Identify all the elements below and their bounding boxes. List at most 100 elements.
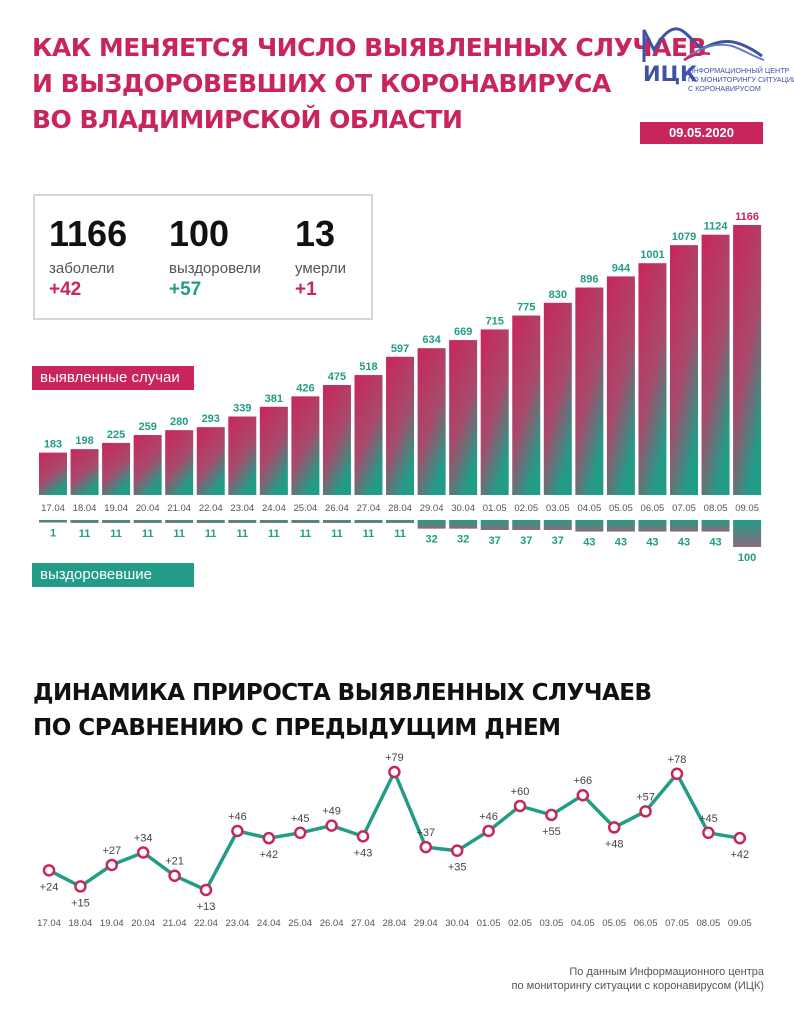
data-label: +35 xyxy=(448,862,467,874)
case-bar xyxy=(354,375,383,495)
recovered-value-label: 37 xyxy=(489,535,501,547)
recovered-value-label: 11 xyxy=(205,528,217,540)
data-point xyxy=(670,767,684,781)
recovered-bar xyxy=(165,520,194,523)
case-bar xyxy=(606,276,635,495)
logo-description-line: ПО МОНИТОРИНГУ СИТУАЦИИ xyxy=(688,75,794,84)
x-tick-label: 19.04 xyxy=(104,503,128,514)
case-bar xyxy=(259,406,288,495)
recovered-value-label: 37 xyxy=(552,535,564,547)
case-bar xyxy=(39,452,67,495)
stat-value: 100 xyxy=(169,213,230,254)
title-line: КАК МЕНЯЕТСЯ ЧИСЛО ВЫЯВЛЕННЫХ СЛУЧАЕВ xyxy=(32,33,707,62)
stat-delta: +57 xyxy=(169,279,202,300)
stat-value: 13 xyxy=(295,213,336,254)
data-label: +42 xyxy=(259,849,278,861)
x-tick-label: 19.04 xyxy=(100,918,124,929)
series-line xyxy=(48,770,741,892)
recovered-bar xyxy=(701,520,730,532)
case-bar xyxy=(733,225,762,495)
data-label: +79 xyxy=(385,752,404,764)
data-point xyxy=(105,858,119,872)
stat-label: выздоровели xyxy=(169,260,261,277)
stat-delta: +1 xyxy=(295,279,317,300)
data-point xyxy=(733,831,747,845)
case-bar xyxy=(165,430,194,495)
data-point xyxy=(513,799,527,813)
x-tick-label: 21.04 xyxy=(163,918,187,929)
data-label: +60 xyxy=(511,786,530,798)
data-label: +57 xyxy=(636,791,655,803)
stat-deaths: 13 умерли +1 xyxy=(295,214,346,301)
data-point xyxy=(356,830,370,843)
recovered-value-label: 43 xyxy=(646,537,658,549)
recovered-value-label: 43 xyxy=(709,537,721,549)
recovered-bar xyxy=(228,520,257,523)
case-value-label: 518 xyxy=(359,361,377,373)
recovered-bar xyxy=(70,520,99,523)
case-value-label: 830 xyxy=(549,289,567,301)
case-value-label: 293 xyxy=(202,413,220,425)
case-value-label: 426 xyxy=(296,382,314,394)
recovered-bar xyxy=(670,520,698,532)
x-tick-label: 28.04 xyxy=(388,503,412,514)
stat-cases: 1166 заболели +42 xyxy=(49,214,127,301)
data-label: +15 xyxy=(71,897,90,909)
x-tick-label: 27.04 xyxy=(351,918,375,929)
case-value-label: 1001 xyxy=(640,249,664,261)
case-bar xyxy=(133,435,162,495)
recovered-value-label: 11 xyxy=(363,528,375,540)
logo-name: ИЦК xyxy=(643,62,698,86)
case-value-label: 339 xyxy=(233,403,251,415)
data-point xyxy=(231,824,244,838)
x-tick-label: 04.05 xyxy=(577,503,601,514)
x-tick-label: 01.05 xyxy=(483,503,507,514)
recovered-value-label: 11 xyxy=(173,528,185,540)
data-point xyxy=(639,805,652,818)
x-tick-label: 17.04 xyxy=(41,503,65,514)
recovered-value-label: 43 xyxy=(615,537,627,549)
case-bar xyxy=(322,385,351,495)
case-value-label: 775 xyxy=(517,302,535,314)
case-value-label: 597 xyxy=(391,343,409,355)
recovered-bar xyxy=(322,520,351,523)
recovered-value-label: 37 xyxy=(520,535,532,547)
recovered-value-label: 11 xyxy=(110,528,122,540)
case-value-label: 944 xyxy=(612,262,631,274)
data-point xyxy=(607,821,621,834)
bar-chart: 18317.04119818.041122519.041125920.04112… xyxy=(39,211,762,564)
data-label: +27 xyxy=(102,845,121,857)
x-tick-label: 09.05 xyxy=(728,918,752,929)
data-point xyxy=(545,808,558,822)
logo-description-line: С КОРОНАВИРУСОМ xyxy=(688,84,761,93)
x-tick-label: 25.04 xyxy=(294,503,318,514)
data-point xyxy=(136,846,150,859)
x-tick-label: 05.05 xyxy=(602,918,626,929)
case-bar xyxy=(512,315,541,495)
data-point xyxy=(325,819,338,832)
x-tick-label: 06.05 xyxy=(641,503,665,514)
recovered-bar xyxy=(133,520,162,523)
stat-label: заболели xyxy=(49,260,115,277)
recovered-value-label: 11 xyxy=(79,528,91,540)
data-label: +49 xyxy=(322,806,341,818)
x-tick-label: 24.04 xyxy=(262,503,286,514)
x-tick-label: 08.05 xyxy=(704,503,728,514)
data-point xyxy=(576,788,590,802)
x-tick-label: 08.05 xyxy=(697,918,721,929)
recovered-bar xyxy=(543,520,572,530)
data-label: +45 xyxy=(699,813,718,825)
cases-legend-tag: выявленные случаи xyxy=(32,366,194,390)
x-tick-label: 05.05 xyxy=(609,503,633,514)
x-tick-label: 01.05 xyxy=(477,918,501,929)
case-bar xyxy=(543,302,572,495)
case-value-label: 634 xyxy=(422,334,441,346)
case-value-label: 280 xyxy=(170,416,188,428)
x-tick-label: 04.05 xyxy=(571,918,595,929)
recovered-bar xyxy=(449,520,478,529)
data-label: +46 xyxy=(228,811,247,823)
case-bar xyxy=(291,396,320,495)
recovered-bar xyxy=(291,520,320,523)
data-label: +78 xyxy=(668,754,687,766)
x-tick-label: 27.04 xyxy=(357,503,381,514)
